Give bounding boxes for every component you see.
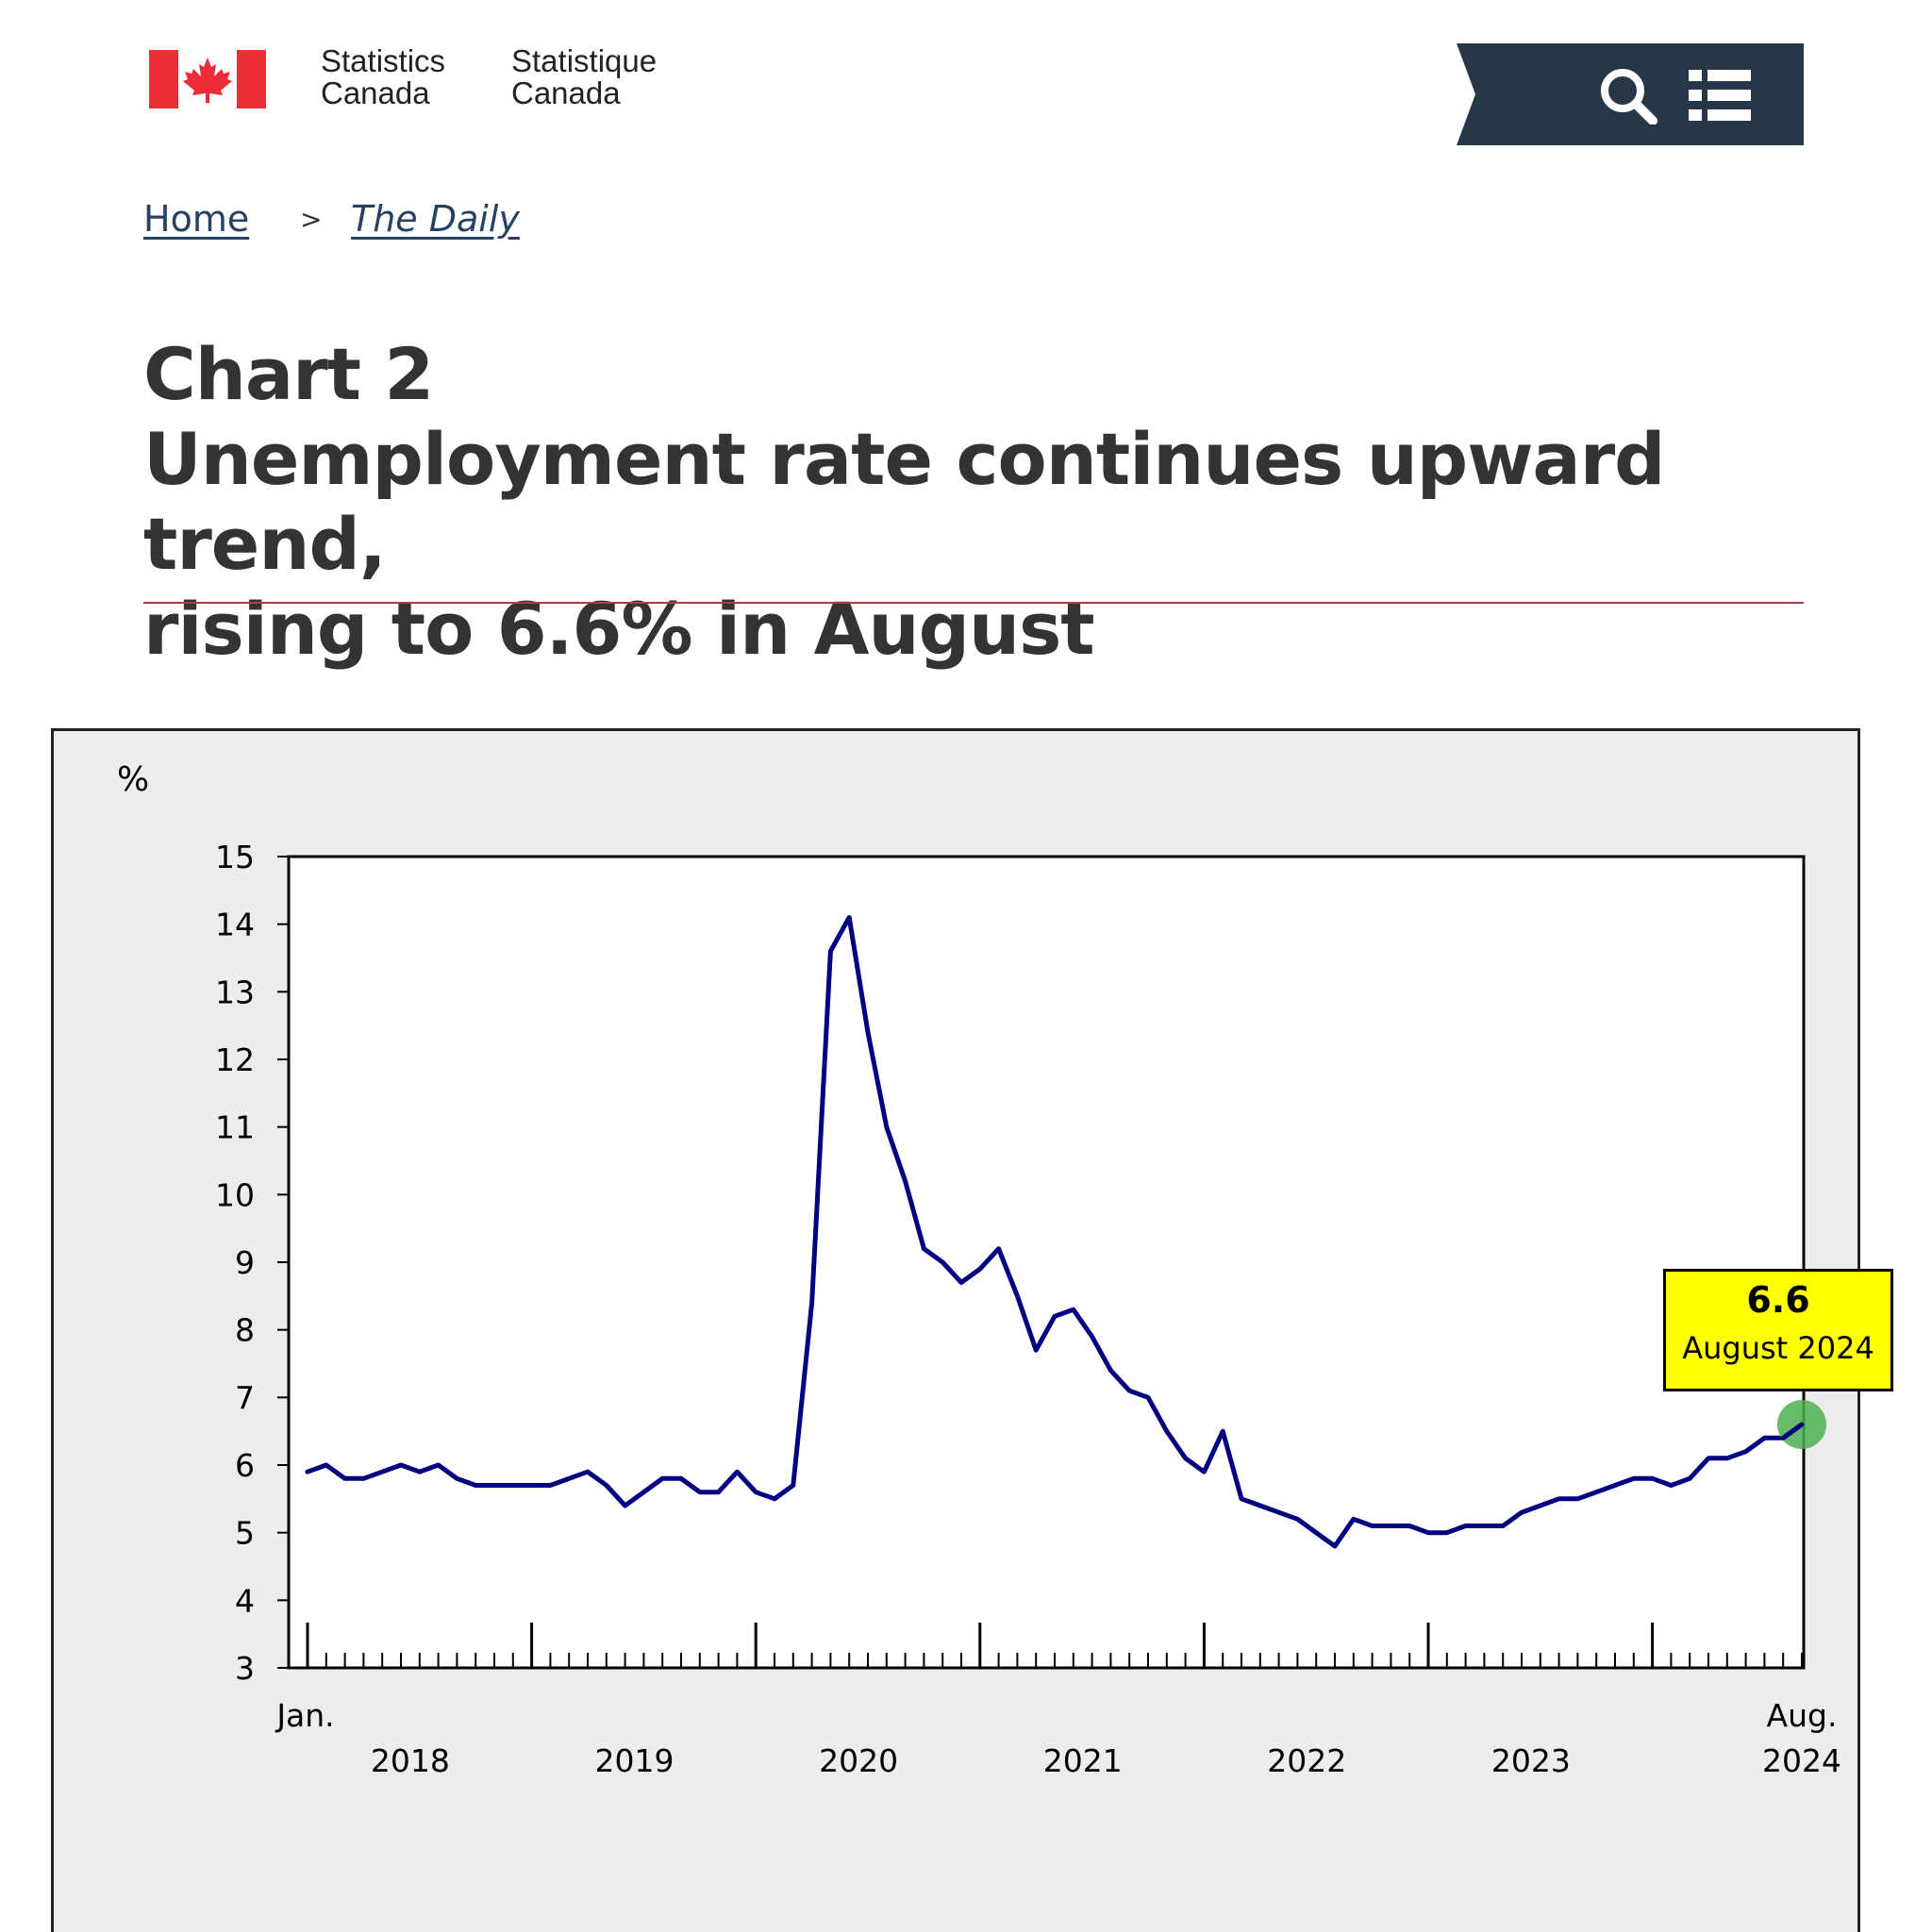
- plot-area: [287, 855, 1806, 1670]
- y-tick-label: 4: [235, 1582, 255, 1619]
- x-year-label: 2020: [819, 1742, 898, 1779]
- x-year-label: 2021: [1043, 1742, 1123, 1779]
- signature-en-line1: Statistics: [321, 43, 446, 78]
- header-toolbar: [1457, 43, 1804, 145]
- y-tick-label: 14: [215, 907, 255, 943]
- y-tick-label: 10: [215, 1176, 255, 1213]
- x-year-label: 2024: [1762, 1742, 1841, 1779]
- chart-number: Chart 2: [143, 332, 434, 416]
- breadcrumb-the-daily-link[interactable]: The Daily: [351, 198, 520, 240]
- tooltip-date: August 2024: [1682, 1330, 1874, 1366]
- y-tick-label: 13: [215, 974, 255, 1010]
- signature-english[interactable]: Statistics Canada: [321, 45, 445, 109]
- x-year-label: 2019: [595, 1742, 675, 1779]
- signature-fr-line1: Statistique: [511, 43, 658, 78]
- page-title: Chart 2 Unemployment rate continues upwa…: [143, 332, 1804, 672]
- x-year-label: 2022: [1267, 1742, 1346, 1779]
- title-line-1: Unemployment rate continues upward trend…: [143, 417, 1666, 586]
- y-axis-unit-label: %: [117, 760, 150, 799]
- x-year-label: 2023: [1491, 1742, 1571, 1779]
- y-tick-label: 5: [235, 1515, 255, 1552]
- menu-button[interactable]: [1687, 66, 1755, 125]
- signature-french[interactable]: Statistique Canada: [511, 45, 657, 109]
- latest-segment: [1780, 1422, 1805, 1441]
- y-tick-label: 9: [235, 1244, 255, 1281]
- latest-value-tooltip: 6.6 August 2024: [1663, 1269, 1893, 1391]
- signature-en-line2: Canada: [321, 75, 430, 110]
- x-end-month-label: Aug.: [1767, 1697, 1838, 1734]
- menu-icon: [1689, 70, 1751, 121]
- title-line-2: rising to 6.6% in August: [143, 587, 1095, 671]
- series-line: [305, 915, 1805, 1549]
- y-tick-label: 8: [235, 1312, 255, 1349]
- search-icon: [1601, 69, 1657, 125]
- x-year-label: 2018: [371, 1742, 450, 1779]
- tooltip-value: 6.6: [1746, 1279, 1810, 1321]
- signature-fr-line2: Canada: [511, 75, 621, 110]
- title-divider: [143, 602, 1804, 604]
- breadcrumb-home-link[interactable]: Home: [143, 198, 250, 240]
- search-button[interactable]: [1596, 66, 1664, 125]
- y-tick-label: 6: [235, 1447, 255, 1484]
- canada-flag-icon: [149, 50, 266, 108]
- y-tick-label: 7: [235, 1379, 255, 1416]
- y-tick-label: 12: [215, 1041, 255, 1078]
- y-tick-label: 11: [215, 1109, 255, 1146]
- x-start-month-label: Jan.: [275, 1697, 334, 1734]
- y-tick-label: 3: [235, 1650, 255, 1687]
- breadcrumb-separator: >: [300, 204, 323, 235]
- y-tick-label: 15: [215, 839, 255, 875]
